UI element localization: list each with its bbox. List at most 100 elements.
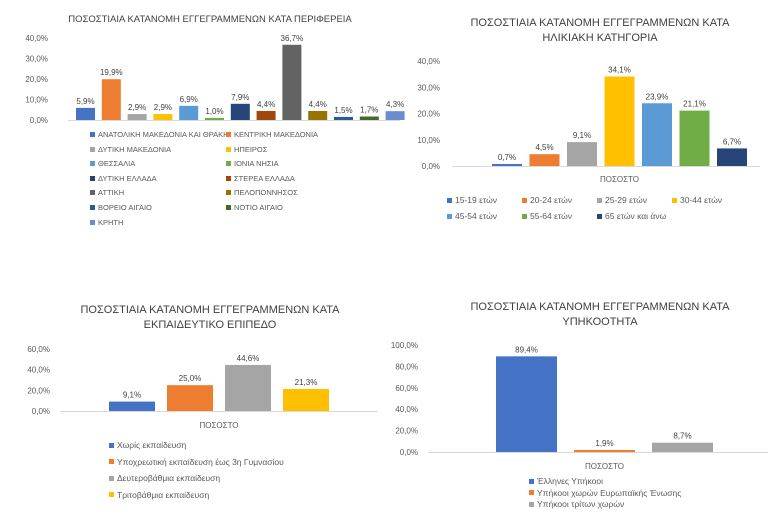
legend-swatch	[522, 197, 527, 203]
region-data-label: 1,5%	[334, 106, 352, 115]
legend-swatch	[109, 459, 114, 464]
region-bar	[76, 107, 95, 120]
legend-swatch	[226, 190, 231, 196]
citizenship-data-label: 89,4%	[515, 345, 538, 354]
region-ytick-label: 30,0%	[25, 55, 48, 64]
citizenship-ytick-label: 100,0%	[391, 341, 418, 350]
legend-label: 15-19 ετών	[455, 195, 498, 205]
citizenship-data-label: 8,7%	[673, 432, 691, 441]
legend-item: Τριτοβάθμια εκπαίδευση	[109, 490, 209, 500]
age-data-label: 6,7%	[723, 137, 741, 146]
region-bar	[256, 110, 276, 120]
legend-item: 25-29 ετών	[597, 195, 647, 205]
legend-label: 55-64 ετών	[530, 211, 573, 221]
legend-label: Χωρίς εκπαίδευση	[117, 440, 187, 450]
legend-label: ΒΟΡΕΙΟ ΑΙΓΑΙΟ	[98, 203, 152, 212]
legend-item: 45-54 ετών	[447, 211, 497, 221]
citizenship-x-axis-label: ΠΟΣΟΣΤΟ	[585, 462, 624, 471]
legend-swatch	[529, 501, 534, 507]
legend-swatch	[109, 475, 114, 481]
education-bar	[283, 388, 329, 411]
region-data-label: 4,3%	[386, 100, 404, 109]
age-bar	[567, 142, 597, 166]
age-bar	[642, 103, 672, 166]
age-x-axis-label: ΠΟΣΟΣΤΟ	[600, 175, 639, 184]
education-bar	[109, 401, 155, 411]
education-bar	[167, 385, 213, 411]
legend-item: ΒΟΡΕΙΟ ΑΙΓΑΙΟ	[90, 203, 152, 212]
legend-label: ΑΤΤΙΚΗ	[98, 188, 125, 198]
legend-label: 30-44 ετών	[680, 195, 723, 205]
age-bar	[679, 110, 710, 166]
legend-label: ΣΤΕΡΕΑ ΕΛΛΑΔΑ	[234, 173, 295, 183]
citizenship-data-label: 1,9%	[595, 439, 613, 448]
legend-label: Δευτεροβάθμια εκπαίδευση	[117, 473, 221, 483]
age-ytick-label: 30,0%	[417, 83, 440, 92]
legend-label: ΚΕΝΤΡΙΚΗ ΜΑΚΕΔΟΝΙΑ	[234, 130, 319, 139]
legend-item: 65 ετών και άνω	[597, 211, 666, 221]
legend-swatch	[226, 161, 231, 167]
legend-swatch	[226, 205, 231, 210]
education-ytick-label: 60,0%	[27, 345, 50, 354]
legend-item: ΘΕΣΣΑΛΙΑ	[90, 159, 135, 168]
legend-label: Τριτοβάθμια εκπαίδευση	[117, 489, 210, 500]
legend-item: Υπήκοοι χωρών Ευρωπαϊκής Ένωσης	[529, 488, 681, 498]
legend-swatch	[672, 197, 677, 203]
education-data-label: 21,3%	[295, 378, 318, 387]
legend-item: 15-19 ετών	[447, 195, 497, 205]
region-bar	[308, 110, 328, 120]
chart-region-title: ΠΟΣΟΣΤΙΑΙΑ ΚΑΤΑΝΟΜΗ ΕΓΓΕΓΡΑΜΜΕΝΩΝ ΚΑΤΑ Π…	[68, 14, 352, 25]
region-bar	[127, 114, 147, 120]
citizenship-ytick-label: 20,0%	[395, 427, 418, 436]
legend-item: Υπήκοοι τρίτων χωρών	[529, 499, 624, 509]
region-bar	[101, 79, 121, 120]
region-ytick-label: 0,0%	[30, 116, 48, 125]
region-data-label: 36,7%	[281, 34, 304, 43]
legend-swatch	[226, 175, 231, 181]
legend-label: 20-24 ετών	[530, 195, 573, 205]
legend-item: ΙΟΝΙΑ ΝΗΣΙΑ	[226, 159, 279, 168]
citizenship-bar	[496, 356, 557, 452]
citizenship-bar	[652, 442, 713, 452]
legend-label: 45-54 ετών	[455, 211, 498, 221]
legend-item: ΗΠΕΙΡΟΣ	[226, 145, 267, 154]
region-data-label: 4,4%	[309, 100, 327, 109]
legend-swatch	[109, 492, 114, 497]
region-data-label: 2,9%	[128, 103, 146, 112]
age-data-label: 0,7%	[498, 153, 516, 162]
education-data-label: 9,1%	[123, 391, 141, 400]
region-data-label: 4,4%	[257, 100, 275, 109]
legend-item: Υποχρεωτική εκπαίδευση έως 3η Γυμνασίου	[109, 457, 284, 467]
age-data-label: 34,1%	[608, 65, 631, 74]
region-ytick-label: 10,0%	[25, 96, 48, 105]
legend-swatch	[90, 219, 95, 225]
legend-label: Υπήκοοι χωρών Ευρωπαϊκής Ένωσης	[537, 487, 682, 498]
legend-swatch	[90, 190, 95, 196]
legend-swatch	[90, 146, 95, 152]
legend-item: 20-24 ετών	[522, 195, 572, 205]
region-data-label: 1,0%	[205, 107, 223, 116]
region-bar	[179, 105, 199, 120]
age-ytick-label: 0,0%	[422, 162, 440, 171]
legend-swatch	[109, 442, 114, 448]
legend-label: Υπήκοοι τρίτων χωρών	[537, 499, 625, 509]
age-ytick-label: 40,0%	[417, 57, 440, 66]
legend-label: ΘΕΣΣΑΛΙΑ	[98, 159, 136, 169]
region-data-label: 19,9%	[100, 68, 123, 77]
age-data-label: 21,1%	[683, 100, 706, 109]
education-bar	[225, 364, 271, 411]
legend-label: 25-29 ετών	[605, 195, 648, 205]
legend-swatch	[226, 146, 231, 152]
age-bar	[529, 154, 560, 166]
chart-education-title: ΠΟΣΟΣΤΙΑΙΑ ΚΑΤΑΝΟΜΗ ΕΓΓΕΓΡΑΜΜΕΝΩΝ ΚΑΤΑ Ε…	[80, 304, 340, 331]
region-bar	[205, 117, 224, 120]
region-bar	[153, 114, 173, 120]
education-ytick-label: 0,0%	[32, 407, 50, 416]
legend-item: 30-44 ετών	[672, 195, 722, 205]
legend-label: ΗΠΕΙΡΟΣ	[234, 144, 268, 154]
legend-label: ΚΡΗΤΗ	[98, 217, 124, 227]
legend-swatch	[90, 205, 95, 210]
legend-label: ΔΥΤΙΚΗ ΕΛΛΑΔΑ	[98, 173, 157, 183]
education-x-axis-label: ΠΟΣΟΣΤΟ	[199, 421, 238, 430]
